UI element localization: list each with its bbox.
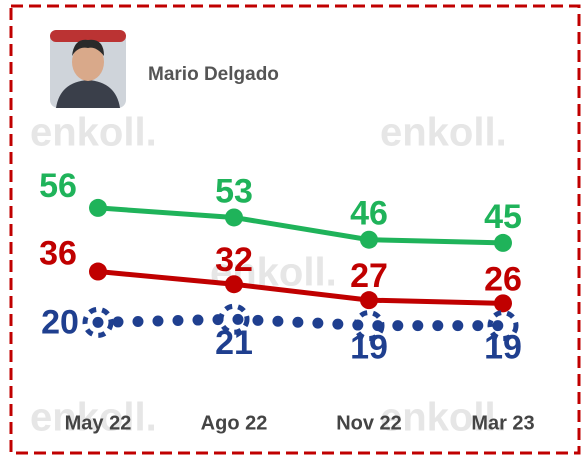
point [360,231,378,249]
value-label: 36 [39,235,77,273]
value-label: 46 [350,195,388,233]
value-label: 56 [39,167,77,205]
value-label: 19 [350,329,388,367]
value-label: 19 [484,329,522,367]
x-tick-label: May 22 [65,412,132,434]
point [89,199,107,217]
watermark: enkoll. [30,111,157,155]
value-label: 45 [484,198,522,236]
point [89,263,107,281]
photo [50,30,126,108]
point [225,208,243,226]
value-label: 26 [484,260,522,298]
value-label: 53 [215,172,253,210]
chart-title: Mario Delgado [148,64,279,85]
x-tick-label: Mar 23 [471,412,534,434]
value-label: 20 [41,303,79,341]
point [494,234,512,252]
watermark: enkoll. [380,111,507,155]
x-tick-label: Ago 22 [201,412,268,434]
value-label: 21 [215,324,253,362]
x-tick-label: Nov 22 [336,412,402,434]
value-label: 32 [215,241,253,279]
value-label: 27 [350,257,388,295]
chart: enkoll. enkoll. enkoll. enkoll. enkoll. … [0,0,585,459]
